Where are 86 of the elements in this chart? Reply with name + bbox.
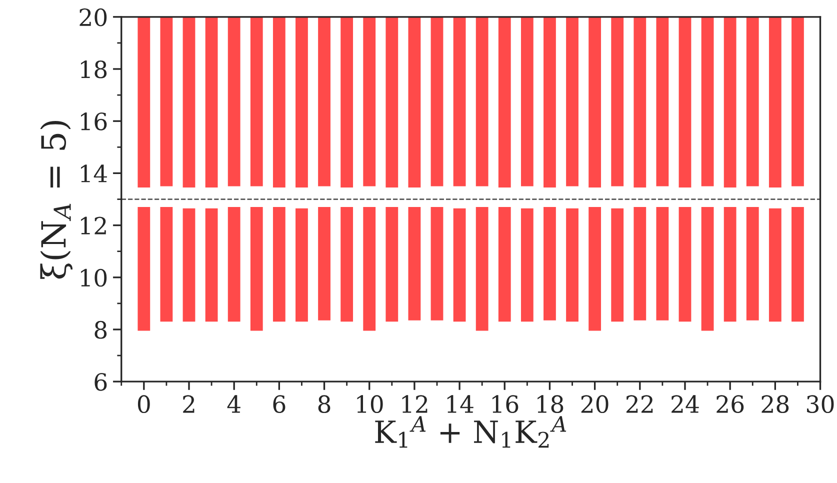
bar [408,16,421,188]
bar [634,207,646,320]
bar [792,207,804,322]
bar [656,207,669,320]
bar [656,16,669,186]
bar [205,208,218,322]
bar [520,208,534,322]
bar [160,16,173,186]
bar [724,207,736,322]
bar [228,16,240,186]
y-tick-label: 6 [94,373,107,391]
bar [205,16,218,188]
bar [476,207,488,331]
bar [566,208,578,322]
y-tick-label: 12 [81,216,106,234]
bar [768,208,782,322]
bar [430,16,444,186]
bar [250,207,263,331]
y-tick-label: 20 [80,8,107,26]
bar [296,208,308,322]
bar [408,207,421,320]
bar [792,16,804,186]
bar [768,16,782,188]
bar [544,16,556,188]
x-tick-label: 24 [672,395,699,413]
x-tick-label: 26 [716,395,744,414]
bar [498,16,511,188]
x-tick-label: 8 [318,395,330,414]
y-tick-label: 10 [81,268,107,287]
y-tick-label: 18 [81,60,107,78]
bar [520,16,534,186]
bar [272,207,286,322]
x-tick-label: 4 [227,395,240,413]
bar [588,207,602,331]
x-tick-label: 16 [492,395,518,414]
y-axis-title: ξ(N$_{A}$ = 5) [40,120,73,279]
bar [724,16,736,188]
bar [386,207,398,322]
bar [498,207,511,322]
bar [182,16,196,188]
y-tick-label: 8 [94,320,107,339]
y-tick-label: 16 [81,112,107,130]
x-tick-label: 30 [807,395,834,414]
x-tick-label: 18 [538,395,564,414]
bar [746,16,759,186]
bar [611,208,624,322]
x-tick-label: 20 [581,395,608,414]
bar [701,16,714,186]
y-tick-label: 14 [81,164,107,182]
bar [318,16,330,186]
bar [250,16,263,186]
x-tick-label: 0 [138,395,150,414]
x-tick-label: 28 [762,395,789,414]
bar [272,16,286,188]
x-tick-label: 14 [447,395,474,413]
bar [138,16,150,188]
bar [228,207,240,322]
bar [340,16,354,188]
bar [678,16,692,188]
x-axis-title: K$_{1}$$^{A}$ + N$_{1}$K$_{2}$$^{A}$ [375,416,566,448]
bar [476,16,488,186]
bar [611,16,624,186]
x-tick-label: 12 [402,395,428,413]
bar [138,207,150,331]
bar [566,16,578,186]
bar [430,207,444,320]
bar [634,16,646,188]
x-tick-label: 2 [183,395,194,413]
bar [746,207,759,320]
x-tick-label: 10 [357,395,383,414]
bar [318,207,330,320]
bar [182,208,196,322]
bar [701,207,714,331]
bar [363,207,376,331]
bar [296,16,308,188]
bar [340,207,354,322]
bar [544,207,556,320]
x-tick-label: 6 [273,395,286,414]
bar [386,16,398,188]
bar [453,208,466,322]
bar [588,16,602,188]
x-tick-label: 22 [626,395,653,413]
bar [453,16,466,186]
bar [678,207,692,322]
bar [363,16,376,186]
bar [160,207,173,322]
